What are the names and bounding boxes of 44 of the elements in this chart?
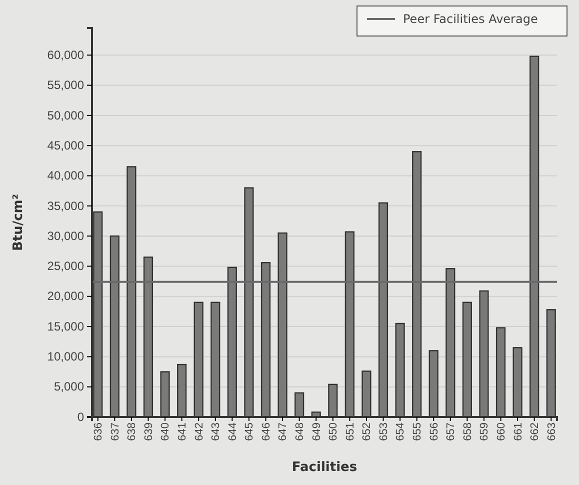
- y-tick-label: 25,000: [47, 259, 84, 274]
- x-tick-label: 636: [92, 422, 105, 441]
- x-tick-label: 645: [244, 422, 256, 441]
- x-tick-label: 640: [160, 422, 172, 441]
- x-tick-label: 638: [126, 422, 138, 441]
- y-axis-title: Btu/cm²: [11, 194, 26, 252]
- y-tick-label: 40,000: [47, 168, 84, 183]
- x-tick-label: 663: [546, 422, 558, 441]
- y-tick-label: 50,000: [47, 108, 84, 122]
- x-tick-label: 658: [462, 422, 474, 441]
- x-tick-label: 643: [210, 422, 222, 441]
- x-tick-label: 652: [361, 422, 374, 441]
- y-tick-label: 55,000: [47, 78, 84, 92]
- x-tick-label: 650: [328, 422, 340, 441]
- y-tick-label: 35,000: [47, 198, 84, 213]
- y-tick-label: 45,000: [47, 138, 84, 152]
- x-tick-label: 637: [109, 422, 122, 441]
- y-tick-label: 15,000: [47, 319, 84, 334]
- x-tick-label: 660: [495, 422, 508, 441]
- y-tick-label: 5,000: [54, 380, 84, 394]
- x-tick-label: 651: [344, 422, 356, 441]
- x-tick-label: 661: [512, 422, 524, 441]
- x-tick-label: 659: [478, 422, 491, 441]
- y-tick-label: 0: [77, 410, 84, 424]
- x-tick-label: 642: [193, 422, 206, 441]
- x-axis-title: Facilities: [292, 460, 358, 475]
- x-tick-label: 657: [445, 422, 458, 441]
- x-tick-label: 655: [412, 422, 424, 441]
- x-tick-label: 648: [294, 422, 306, 441]
- x-tick-label: 644: [226, 422, 239, 441]
- x-tick-label: 649: [310, 422, 323, 441]
- legend-label: Peer Facilities Average: [403, 12, 538, 26]
- x-tick-label: 646: [260, 422, 272, 441]
- y-tick-label: 30,000: [47, 228, 84, 243]
- x-tick-label: 639: [142, 422, 155, 441]
- y-tick-label: 60,000: [47, 48, 84, 62]
- x-tick-label: 662: [529, 422, 542, 441]
- x-tick-label: 653: [378, 422, 390, 441]
- y-tick-label: 10,000: [47, 350, 84, 364]
- x-tick-label: 654: [394, 422, 407, 441]
- x-tick-label: 647: [277, 422, 290, 441]
- x-tick-label: 656: [428, 422, 440, 441]
- x-tick-label: 641: [176, 422, 189, 441]
- y-tick-label: 20,000: [47, 289, 84, 304]
